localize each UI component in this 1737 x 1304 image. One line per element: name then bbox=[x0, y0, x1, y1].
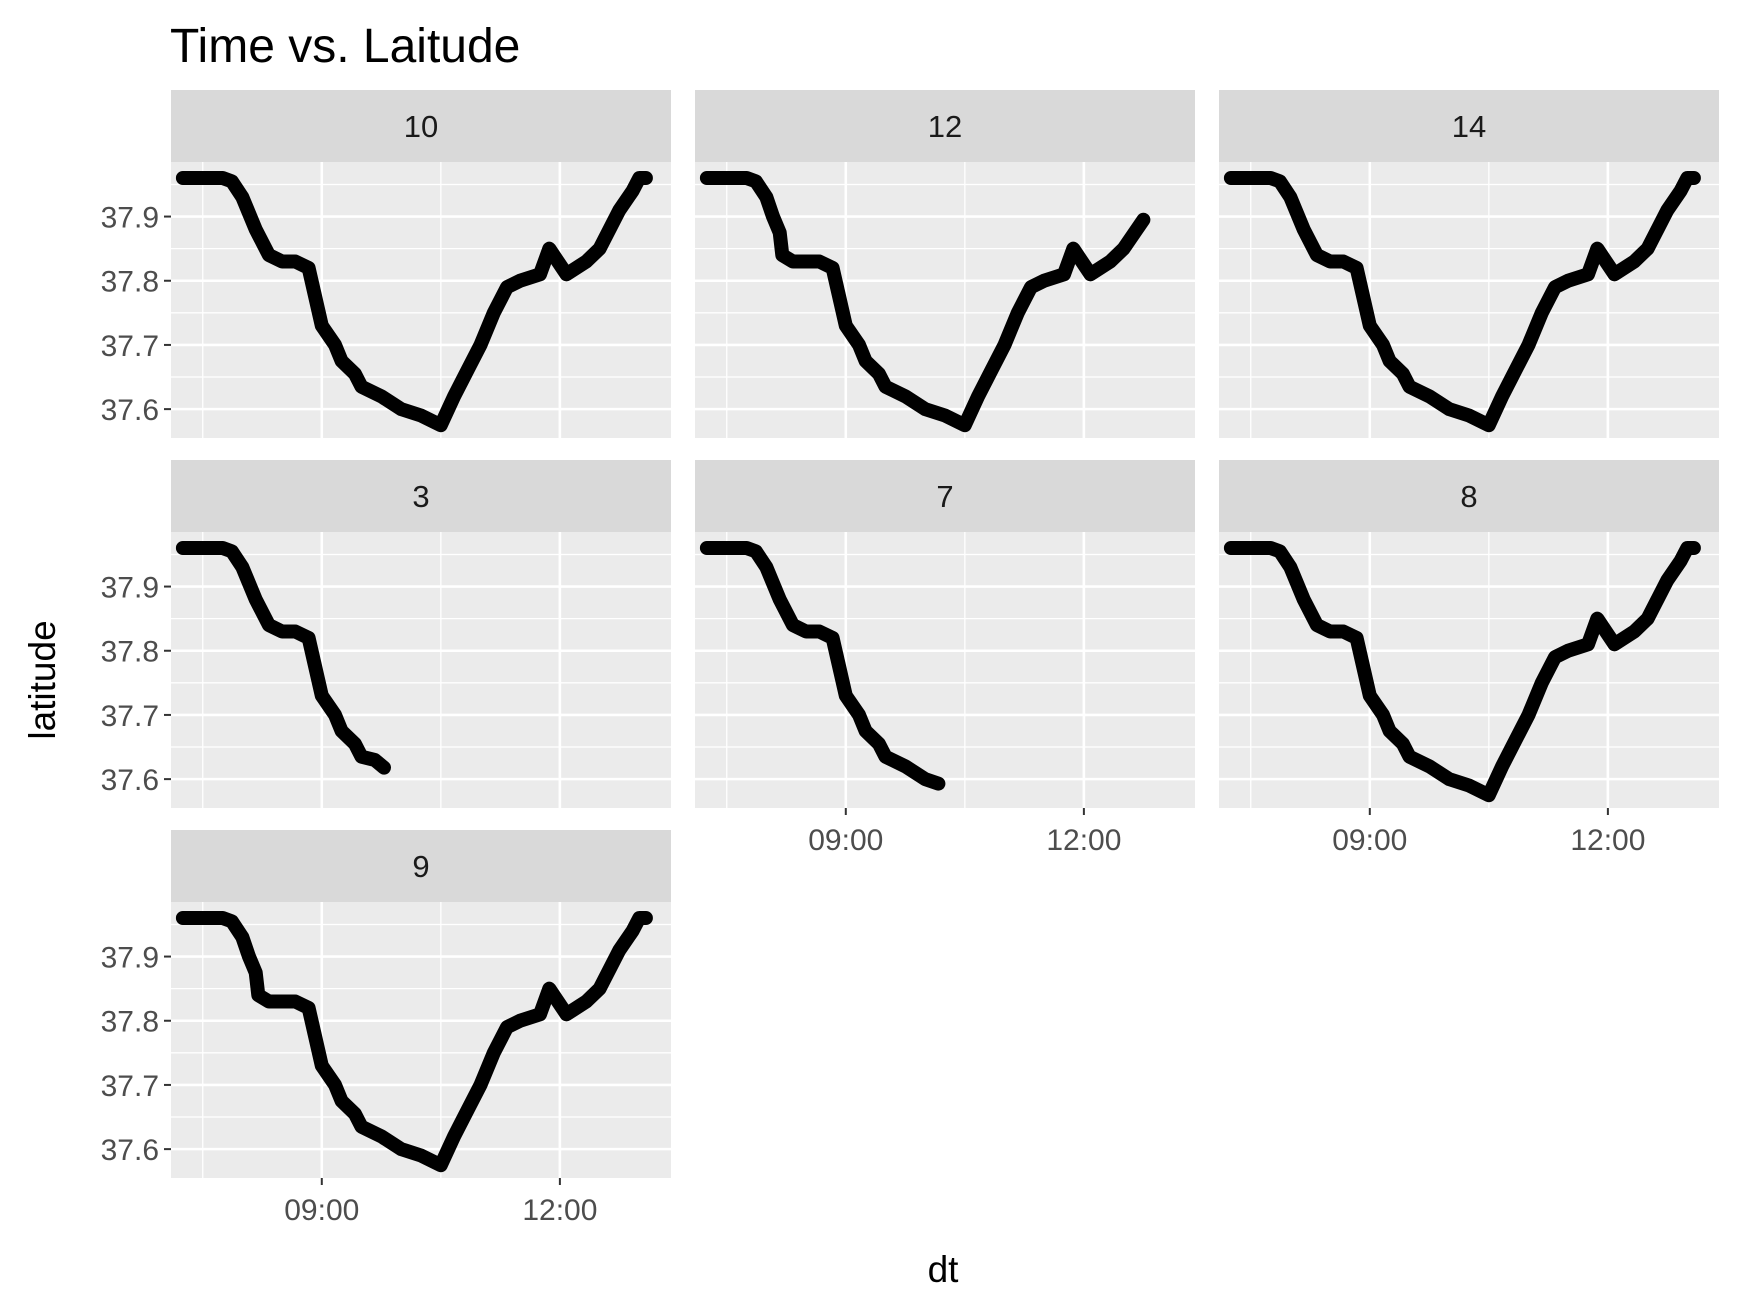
y-tick-label: 37.7 bbox=[101, 1070, 159, 1103]
series-line-3 bbox=[175, 541, 391, 775]
facet-strip-label: 3 bbox=[412, 479, 429, 514]
facet-strip bbox=[695, 460, 1195, 532]
facet-panel-10: 10 37.6 37.7 37.8 37.9 bbox=[101, 90, 671, 438]
chart-title: Time vs. Laitude bbox=[170, 20, 520, 73]
facet-strip-label: 10 bbox=[404, 109, 438, 144]
y-tick-label: 37.9 bbox=[101, 572, 159, 605]
panel-background bbox=[695, 162, 1195, 438]
facet-panel-3: 3 37.6 37.7 37.8 37.9 bbox=[101, 460, 671, 808]
series-line-7 bbox=[699, 541, 946, 791]
series-line-9 bbox=[175, 911, 653, 1173]
y-tick-label: 37.9 bbox=[101, 202, 159, 235]
y-tick-label: 37.7 bbox=[101, 330, 159, 363]
y-tick-label: 37.7 bbox=[101, 700, 159, 733]
y-tick-label: 37.6 bbox=[101, 764, 159, 797]
x-tick-label: 09:00 bbox=[284, 1194, 359, 1227]
facet-panel-7: 7 09:00 12:00 bbox=[695, 460, 1195, 857]
facet-strip-label: 14 bbox=[1452, 109, 1486, 144]
gridlines bbox=[1219, 532, 1719, 808]
facet-strip-label: 9 bbox=[412, 849, 429, 884]
facet-panel-12: 12 bbox=[695, 90, 1195, 438]
series-line-12 bbox=[699, 171, 1151, 433]
series-line-10 bbox=[175, 171, 653, 433]
facet-panel-8: 8 09:00 12:00 bbox=[1219, 460, 1719, 857]
facet-strip-label: 8 bbox=[1460, 479, 1477, 514]
y-axis-title: latitude bbox=[22, 620, 63, 739]
y-tick-label: 37.6 bbox=[101, 394, 159, 427]
facet-strip bbox=[1219, 460, 1719, 532]
panel-background bbox=[171, 902, 671, 1178]
facet-strip bbox=[1219, 90, 1719, 162]
gridlines bbox=[695, 162, 1195, 438]
y-tick-label: 37.8 bbox=[101, 636, 159, 669]
gridlines bbox=[1219, 162, 1719, 438]
facet-strip-label: 7 bbox=[936, 479, 953, 514]
y-tick-label: 37.8 bbox=[101, 266, 159, 299]
series-line-8 bbox=[1223, 541, 1701, 803]
x-axis-title: dt bbox=[928, 1249, 960, 1290]
facet-panel-9: 9 37.6 37.7 37.8 37.9 09:00 12:00 bbox=[101, 830, 671, 1227]
facet-strip bbox=[171, 90, 671, 162]
facet-strip bbox=[171, 830, 671, 902]
facet-strip-label: 12 bbox=[928, 109, 962, 144]
y-tick-label: 37.8 bbox=[101, 1006, 159, 1039]
y-tick-label: 37.9 bbox=[101, 942, 159, 975]
facet-strip bbox=[695, 90, 1195, 162]
y-tick-label: 37.6 bbox=[101, 1134, 159, 1167]
facet-panel-14: 14 bbox=[1219, 90, 1719, 438]
x-tick-label: 12:00 bbox=[522, 1194, 597, 1227]
x-tick-label: 09:00 bbox=[1332, 824, 1407, 857]
x-tick-label: 09:00 bbox=[808, 824, 883, 857]
gridlines bbox=[171, 532, 671, 808]
series-line-14 bbox=[1223, 171, 1701, 433]
x-tick-label: 12:00 bbox=[1046, 824, 1121, 857]
x-tick-label: 12:00 bbox=[1570, 824, 1645, 857]
facet-strip bbox=[171, 460, 671, 532]
facet-panels: 10 37.6 37.7 37.8 37.9 12 14 3 37.6 37.7 37.8 37.9 7… bbox=[101, 90, 1719, 1227]
